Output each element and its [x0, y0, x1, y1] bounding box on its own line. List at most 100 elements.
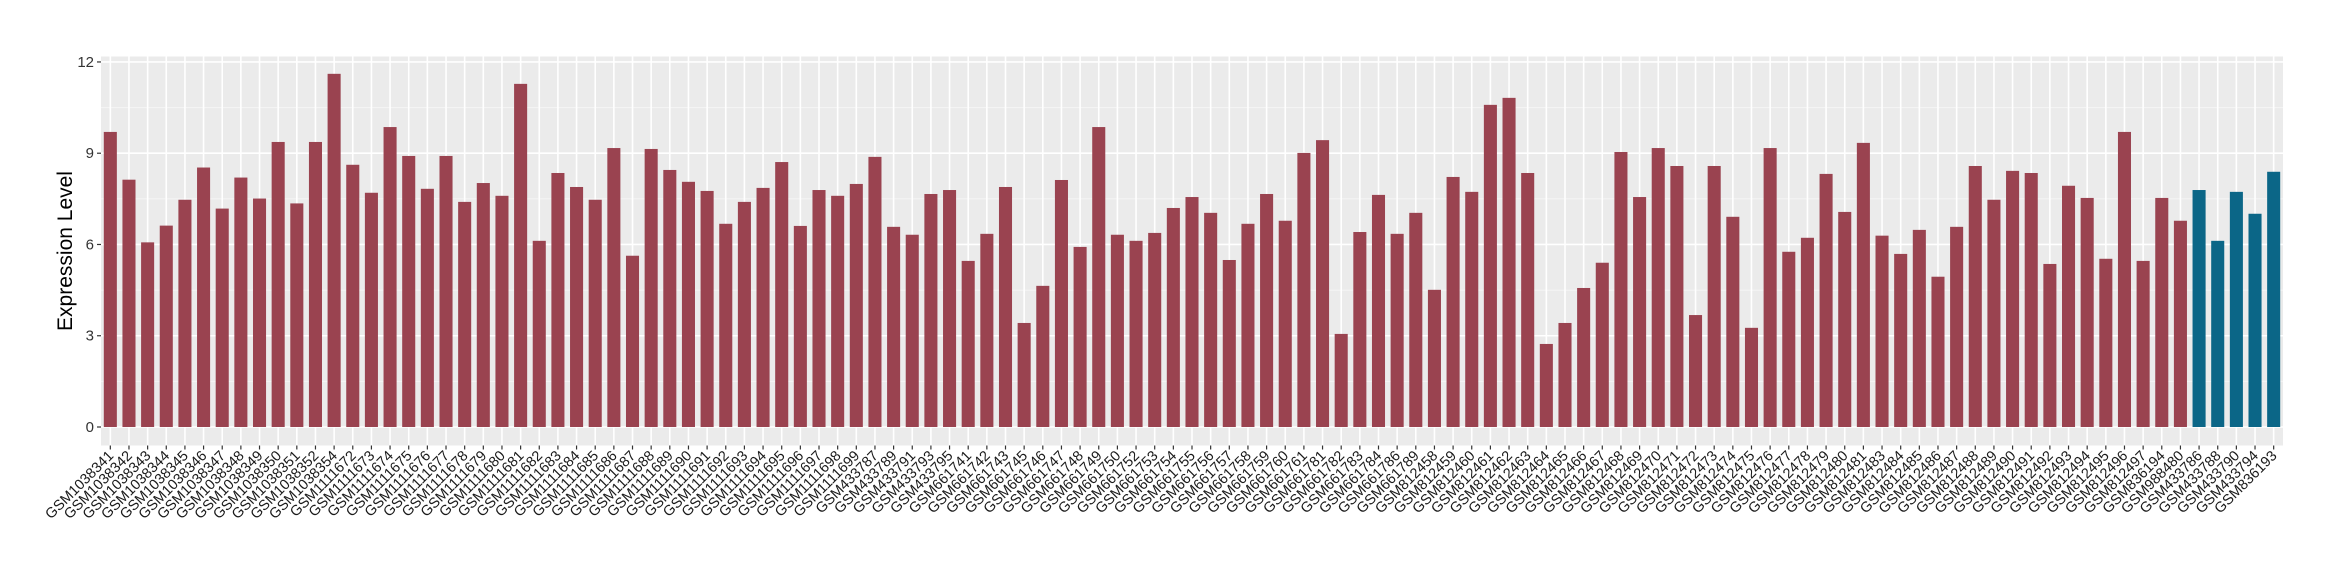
bars — [103, 73, 2281, 428]
bar-GSM1111681 — [514, 83, 528, 427]
bar-GSM812466 — [1577, 287, 1591, 427]
bar-GSM812461 — [1483, 104, 1497, 427]
bar-GSM812481 — [1856, 142, 1870, 427]
bar-GSM812465 — [1558, 322, 1572, 427]
bar-GSM1111684 — [570, 186, 584, 427]
bar-GSM1111696 — [793, 225, 807, 427]
y-tick-label: 9 — [86, 145, 94, 162]
bar-GSM1038344 — [159, 225, 173, 427]
bar-GSM812459 — [1446, 176, 1460, 427]
bar-GSM812460 — [1465, 191, 1479, 427]
bar-GSM812479 — [1819, 173, 1833, 427]
bar-GSM661749 — [1092, 127, 1106, 427]
bar-GSM433786 — [2192, 190, 2206, 427]
bar-GSM1111692 — [719, 223, 733, 427]
bar-GSM812477 — [1782, 251, 1796, 427]
bar-GSM661747 — [1054, 179, 1068, 427]
bar-GSM812464 — [1539, 343, 1553, 427]
bar-GSM812480 — [1838, 211, 1852, 427]
bar-GSM812484 — [1894, 253, 1908, 427]
bar-GSM988480 — [2173, 220, 2187, 427]
bar-GSM812462 — [1502, 97, 1516, 428]
bar-GSM1111691 — [700, 190, 714, 427]
bar-GSM661742 — [980, 233, 994, 427]
bar-GSM812489 — [1987, 199, 2001, 427]
bar-GSM812486 — [1931, 276, 1945, 427]
bar-GSM1038351 — [290, 203, 304, 427]
bar-GSM661782 — [1334, 333, 1348, 427]
bar-GSM1111698 — [831, 195, 845, 427]
y-tick-label: 6 — [86, 236, 94, 253]
bar-GSM812490 — [2006, 170, 2020, 428]
bar-GSM812495 — [2099, 258, 2113, 427]
bar-GSM433791 — [905, 234, 919, 427]
bar-GSM836194 — [2155, 197, 2169, 427]
bar-GSM1038350 — [271, 141, 285, 427]
bar-GSM661789 — [1409, 212, 1423, 427]
bar-GSM1111680 — [495, 195, 509, 427]
bar-GSM1111672 — [346, 164, 360, 427]
bar-GSM812471 — [1670, 165, 1684, 427]
bar-GSM1111685 — [588, 199, 602, 427]
bar-GSM1111677 — [439, 155, 453, 427]
y-tick-label: 3 — [86, 328, 94, 345]
bar-GSM661745 — [1017, 322, 1031, 427]
bar-GSM661761 — [1297, 152, 1311, 427]
bar-GSM812472 — [1689, 315, 1703, 427]
bar-GSM433795 — [943, 190, 957, 427]
bar-GSM1038347 — [215, 208, 229, 427]
bar-GSM812473 — [1707, 165, 1721, 427]
bar-GSM661758 — [1241, 223, 1255, 427]
bar-GSM812496 — [2117, 131, 2132, 427]
bar-GSM1111675 — [402, 155, 416, 427]
bar-GSM661757 — [1222, 259, 1236, 427]
bar-GSM812478 — [1800, 237, 1814, 427]
bar-GSM661753 — [1148, 232, 1162, 427]
bar-GSM661760 — [1278, 220, 1292, 427]
bar-GSM661784 — [1371, 194, 1386, 427]
x-axis: GSM1038341GSM1038342GSM1038343GSM1038344… — [43, 445, 2281, 523]
bar-GSM1111679 — [476, 183, 490, 427]
bar-GSM812493 — [2062, 185, 2076, 427]
bar-GSM1038348 — [234, 177, 248, 427]
bar-GSM661786 — [1390, 233, 1404, 427]
bar-GSM812468 — [1614, 152, 1628, 427]
y-tick-label: 12 — [77, 54, 94, 71]
bar-GSM812492 — [2043, 263, 2057, 427]
bar-GSM1111688 — [644, 148, 658, 428]
bar-GSM1111689 — [663, 169, 677, 428]
y-tick-label: 0 — [86, 419, 94, 436]
bar-GSM1111690 — [681, 181, 695, 427]
bar-GSM1038341 — [103, 131, 117, 427]
bar-GSM1111687 — [625, 255, 640, 427]
bar-GSM1111694 — [756, 187, 770, 427]
bar-GSM1111676 — [420, 188, 434, 427]
bar-GSM812474 — [1726, 216, 1740, 427]
bar-GSM812470 — [1651, 148, 1665, 428]
bar-GSM836193 — [2267, 171, 2281, 427]
bar-GSM1111697 — [812, 190, 826, 427]
bar-GSM812487 — [1950, 226, 1964, 427]
bar-GSM812491 — [2024, 172, 2038, 427]
bar-GSM433790 — [2229, 191, 2243, 427]
bar-GSM1038349 — [252, 198, 267, 427]
bar-GSM812463 — [1521, 172, 1535, 427]
bar-GSM812458 — [1427, 289, 1441, 427]
bar-GSM661755 — [1185, 197, 1199, 427]
bar-GSM661759 — [1260, 193, 1274, 427]
bar-GSM433793 — [924, 193, 938, 427]
bar-GSM433788 — [2211, 240, 2225, 427]
bar-GSM661750 — [1110, 234, 1124, 427]
bar-GSM1111678 — [458, 201, 472, 427]
bar-GSM661754 — [1166, 207, 1180, 427]
bar-GSM812485 — [1912, 229, 1926, 427]
bar-GSM812467 — [1595, 262, 1609, 427]
bar-GSM1111673 — [364, 192, 378, 427]
y-axis: 0 3 6 9 12 — [77, 54, 101, 436]
bar-GSM1111683 — [551, 172, 565, 427]
bar-GSM1038343 — [141, 242, 155, 427]
bar-GSM1111695 — [775, 162, 789, 427]
bar-GSM661746 — [1036, 285, 1050, 427]
bar-GSM1038346 — [197, 167, 211, 427]
bar-GSM661743 — [998, 186, 1013, 427]
